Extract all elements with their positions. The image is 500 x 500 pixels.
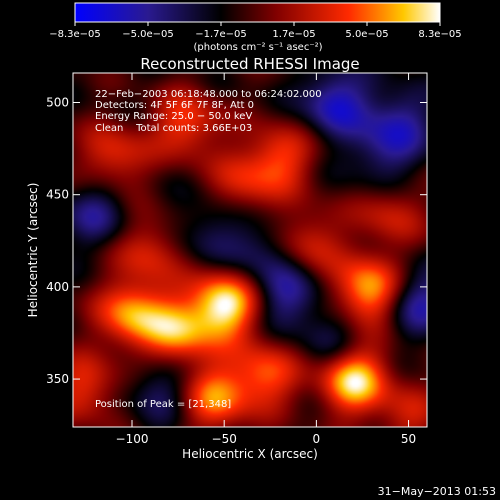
y-axis-ticks: 350 400 450 500 <box>46 96 427 386</box>
annotation-energy-range: Energy Range: 25.0 − 50.0 keV <box>95 111 252 122</box>
x-axis-label: Heliocentric X (arcsec) <box>182 447 318 461</box>
colorbar-tick-label-4: 5.0e−05 <box>345 29 388 40</box>
y-tick-label: 500 <box>46 96 69 110</box>
x-tick-label: 0 <box>313 432 321 446</box>
colorbar-tick-label-3: 1.7e−05 <box>272 29 315 40</box>
colorbar <box>74 2 441 23</box>
peak-position-label: Position of Peak = [21,348] <box>95 399 231 410</box>
heatmap-image <box>73 73 427 427</box>
x-tick-label: 50 <box>401 432 416 446</box>
chart-title: Reconstructed RHESSI Image <box>140 55 359 73</box>
colorbar-tick-label-5: 8.3e−05 <box>418 29 461 40</box>
colorbar-tick-label-0: −8.3e−05 <box>49 29 101 40</box>
colorbar-tick-label-2: −1.7e−05 <box>195 29 247 40</box>
x-tick-label: −100 <box>116 432 149 446</box>
annotation-detectors: Detectors: 4F 5F 6F 7F 8F, Att 0 <box>95 100 254 111</box>
y-axis-label: Heliocentric Y (arcsec) <box>26 183 40 318</box>
date-stamp: 31−May−2013 01:53 <box>378 485 496 498</box>
y-tick-label: 450 <box>46 188 69 202</box>
y-tick-label: 400 <box>46 280 69 294</box>
annotation-time-range: 22−Feb−2003 06:18:48.000 to 06:24:02.000 <box>95 89 322 100</box>
colorbar-tick-marks <box>74 22 441 26</box>
colorbar-unit-label: (photons cm⁻² s⁻¹ asec⁻²) <box>193 42 322 53</box>
y-tick-label: 350 <box>46 372 69 386</box>
colorbar-tick-label-1: −5.0e−05 <box>122 29 174 40</box>
plot-frame <box>72 72 428 428</box>
x-tick-label: −50 <box>212 432 237 446</box>
annotation-clean-counts: Clean Total counts: 3.66E+03 <box>95 123 252 134</box>
x-axis-ticks: −100 −50 0 50 <box>116 73 416 446</box>
